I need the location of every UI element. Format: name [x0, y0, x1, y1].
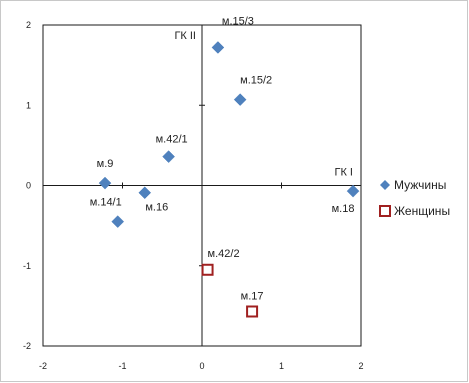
data-point-diamond	[98, 176, 112, 190]
data-point-square	[201, 263, 214, 276]
x-tick-label: 1	[279, 361, 284, 371]
data-point-diamond	[138, 186, 152, 200]
data-point-diamond	[233, 93, 247, 106]
data-point-label: м.42/1	[156, 134, 188, 146]
data-point-label: м.16	[145, 202, 168, 214]
data-point-label: м.18	[332, 203, 355, 215]
x-tick-label: 0	[199, 361, 204, 371]
legend-label: Женщины	[394, 204, 450, 218]
data-point-diamond	[162, 150, 175, 163]
data-point-label: м.14/1	[90, 197, 122, 209]
legend-marker-diamond	[380, 180, 390, 190]
y-tick-label: 2	[26, 20, 31, 30]
data-point-diamond	[111, 215, 125, 228]
y-tick-label: -1	[23, 261, 31, 271]
data-point-label: м.9	[97, 158, 114, 170]
x-tick-label: -2	[39, 361, 47, 371]
data-point-square	[246, 305, 259, 318]
data-point-diamond	[211, 41, 225, 54]
data-point-label: м.17	[241, 290, 264, 302]
data-point-label: м.15/2	[240, 75, 272, 87]
legend-marker-square	[379, 205, 391, 217]
x-tick-label: 2	[358, 361, 363, 371]
y-tick-label: 1	[26, 100, 31, 110]
data-point-diamond	[346, 184, 360, 198]
x-tick-label: -1	[118, 361, 126, 371]
y-tick-label: 0	[26, 181, 31, 191]
data-point-label: м.42/2	[208, 248, 240, 260]
y-axis-name-label: ГК II	[174, 30, 196, 42]
y-tick-label: -2	[23, 341, 31, 351]
x-axis-name-label: ГК I	[335, 167, 353, 179]
data-point-label: м.15/3	[222, 15, 254, 27]
legend-label: Мужчины	[394, 178, 446, 192]
